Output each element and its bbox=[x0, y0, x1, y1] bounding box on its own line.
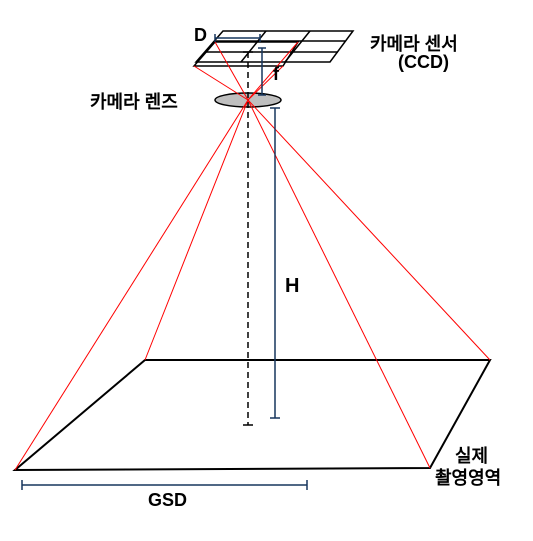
H-label: H bbox=[285, 275, 299, 298]
ground-plane bbox=[15, 360, 490, 470]
GSD-dimension bbox=[22, 480, 307, 490]
ground-label-line2: 촬영영역 bbox=[435, 464, 501, 490]
f-label: f bbox=[273, 64, 279, 85]
sensor-label-line2: (CCD) bbox=[398, 52, 449, 73]
diagram-svg bbox=[0, 0, 533, 541]
f-dimension bbox=[258, 48, 266, 95]
GSD-label: GSD bbox=[148, 490, 187, 511]
lens-label: 카메라 렌즈 bbox=[90, 88, 178, 114]
sensor-grid bbox=[196, 31, 353, 62]
D-label: D bbox=[194, 25, 207, 46]
H-dimension bbox=[270, 108, 280, 418]
